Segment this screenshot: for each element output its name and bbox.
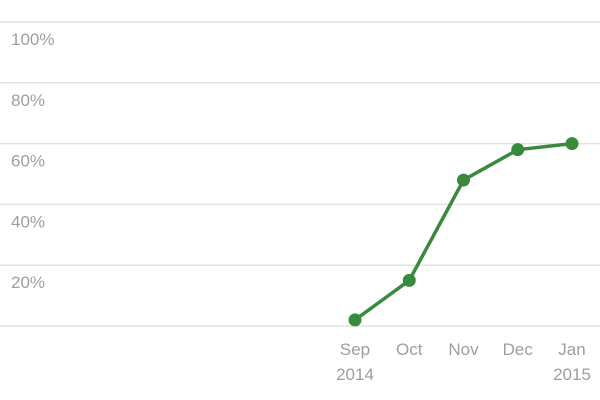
x-tick-label: Dec xyxy=(503,340,534,359)
data-point[interactable] xyxy=(565,137,579,151)
y-tick-label: 40% xyxy=(11,212,45,231)
series-line xyxy=(353,141,574,322)
y-tick-label: 20% xyxy=(11,273,45,292)
x-tick-year-label: 2014 xyxy=(336,365,374,384)
x-axis-ticks: Sep 2014 Oct Nov Dec Jan 2015 xyxy=(336,340,591,384)
y-tick-label: 80% xyxy=(11,91,45,110)
x-tick-label: Jan xyxy=(558,340,585,359)
y-tick-label: 60% xyxy=(11,152,45,171)
y-axis-ticks: 100% 80% 60% 40% 20% xyxy=(11,30,54,292)
data-point[interactable] xyxy=(511,143,525,157)
series-layer xyxy=(348,137,579,327)
y-tick-label: 100% xyxy=(11,30,54,49)
gridlines xyxy=(0,21,600,327)
x-tick-label: Nov xyxy=(448,340,479,359)
data-point[interactable] xyxy=(457,173,470,187)
x-tick-label: Sep xyxy=(340,340,370,359)
x-tick-year-label: 2015 xyxy=(553,365,591,384)
data-point[interactable] xyxy=(402,273,416,287)
x-tick-label: Oct xyxy=(396,340,423,359)
data-point[interactable] xyxy=(348,313,362,327)
